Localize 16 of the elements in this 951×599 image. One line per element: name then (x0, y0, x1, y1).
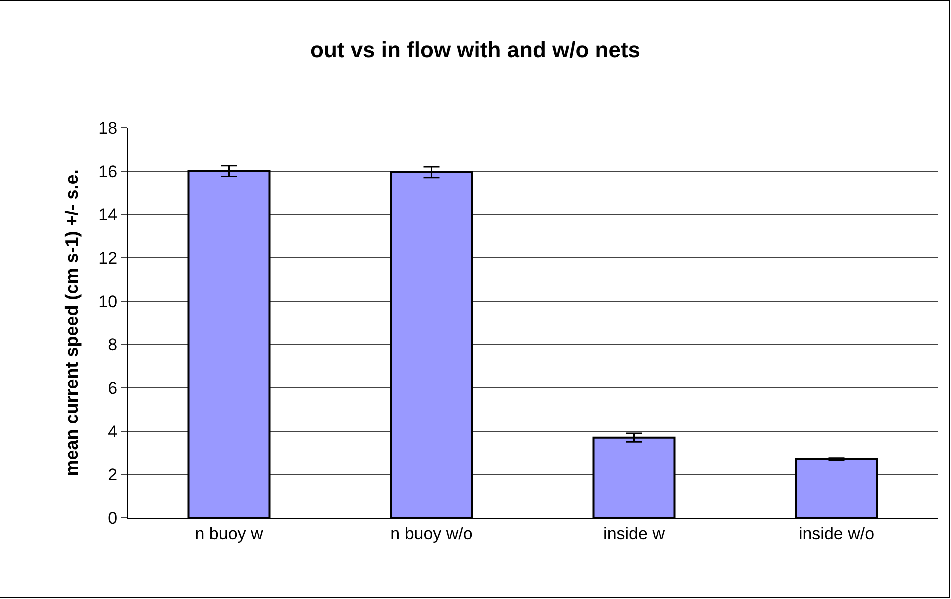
chart-title: out vs in flow with and w/o nets (310, 37, 640, 62)
x-tick-label: inside w/o (798, 524, 875, 544)
x-tick-label: inside w (604, 524, 666, 544)
y-tick-label: 8 (108, 336, 118, 355)
y-tick-label: 10 (98, 292, 118, 312)
y-tick-label: 6 (108, 378, 118, 398)
y-tick-label: 14 (98, 206, 118, 225)
y-tick-label: 0 (108, 508, 118, 528)
y-tick-label: 2 (108, 466, 118, 485)
y-tick-label: 12 (98, 248, 118, 268)
x-tick-label: n buoy w/o (390, 524, 473, 544)
y-tick-label: 16 (98, 162, 118, 182)
y-axis-title: mean current speed (cm s-1) +/- s.e. (62, 170, 82, 476)
y-tick-label: 18 (98, 118, 118, 138)
y-tick-label: 4 (108, 422, 118, 442)
x-tick-label: n buoy w (195, 524, 264, 544)
